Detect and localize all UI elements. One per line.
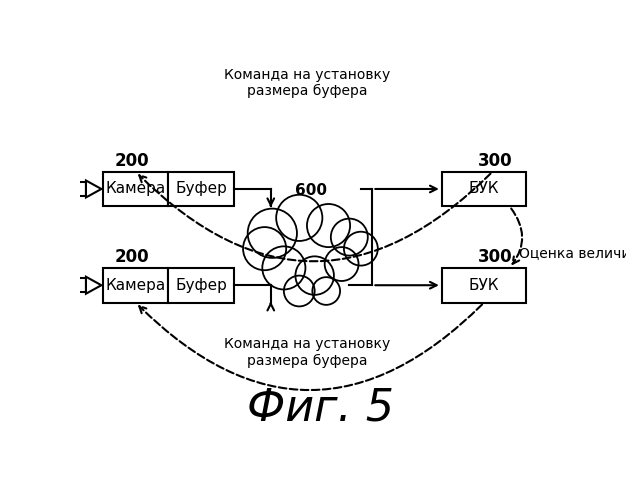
Circle shape <box>284 276 315 306</box>
Polygon shape <box>86 180 101 198</box>
Bar <box>168 268 234 302</box>
Bar <box>168 172 234 206</box>
Text: Команда на установку
размера буфера: Команда на установку размера буфера <box>224 338 390 368</box>
Bar <box>442 268 526 302</box>
Circle shape <box>243 227 286 270</box>
Circle shape <box>312 277 340 305</box>
Circle shape <box>331 218 368 256</box>
Text: 600: 600 <box>295 184 327 198</box>
Bar <box>78 182 86 196</box>
Circle shape <box>325 247 359 281</box>
Bar <box>103 172 168 206</box>
Text: БУК: БУК <box>469 182 500 196</box>
Circle shape <box>344 232 378 266</box>
Polygon shape <box>86 277 101 293</box>
Text: 200: 200 <box>115 152 149 170</box>
Bar <box>442 172 526 206</box>
Text: Буфер: Буфер <box>175 182 227 196</box>
Bar <box>103 268 168 302</box>
Text: Камера: Камера <box>106 278 166 292</box>
Text: БУК: БУК <box>469 278 500 292</box>
Text: 300: 300 <box>478 152 513 170</box>
Text: 200: 200 <box>115 248 149 266</box>
Circle shape <box>276 194 322 241</box>
Text: Команда на установку
размера буфера: Команда на установку размера буфера <box>224 68 390 98</box>
Bar <box>78 278 86 292</box>
Text: Камера: Камера <box>106 182 166 196</box>
Circle shape <box>307 204 350 247</box>
Circle shape <box>295 256 334 295</box>
Text: Оценка величины задержки: Оценка величины задержки <box>519 247 626 261</box>
Circle shape <box>248 208 297 258</box>
Text: Буфер: Буфер <box>175 278 227 292</box>
Circle shape <box>262 246 305 290</box>
Text: Фиг. 5: Фиг. 5 <box>247 386 394 430</box>
Text: 300: 300 <box>478 248 513 266</box>
